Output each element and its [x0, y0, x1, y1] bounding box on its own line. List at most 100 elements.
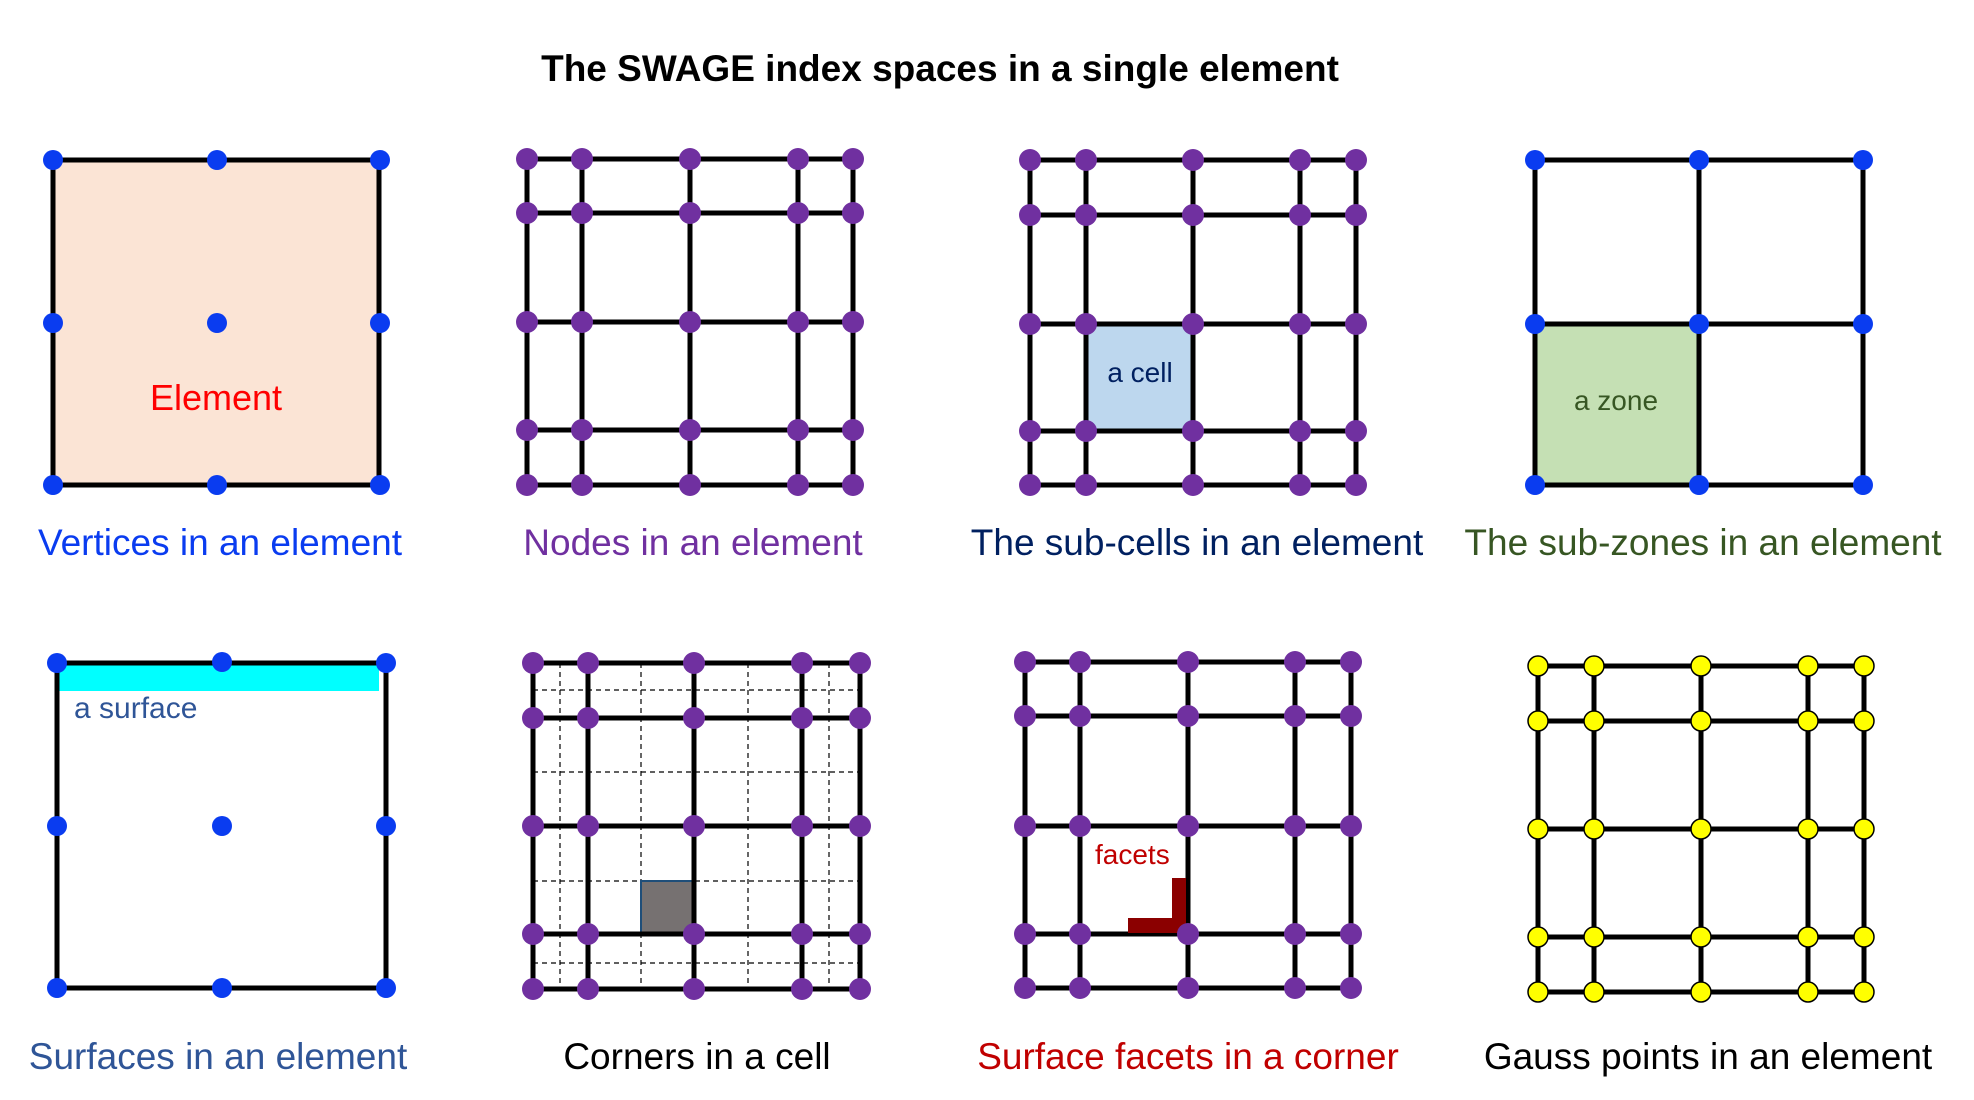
vertex-point [207, 150, 227, 170]
node-point [1284, 923, 1306, 945]
node-point [1019, 420, 1041, 442]
panel-subcells: a cell The sub-cells in an element [971, 149, 1424, 563]
vertex-point [370, 150, 390, 170]
node-point [1075, 474, 1097, 496]
node-point [1019, 204, 1041, 226]
node-point [842, 202, 864, 224]
vertex-point [1689, 150, 1709, 170]
highlighted-corner [640, 880, 695, 935]
node-point [1182, 149, 1204, 171]
vertex-point [1853, 475, 1873, 495]
node-point [522, 978, 544, 1000]
vertex-point [1525, 314, 1545, 334]
node-point [1289, 474, 1311, 496]
caption-corners: Corners in a cell [563, 1036, 830, 1077]
vertex-point [212, 978, 232, 998]
panel-nodes: Nodes in an element [516, 148, 864, 563]
node-point [679, 202, 701, 224]
gauss-point [1527, 818, 1549, 840]
node-point [1019, 149, 1041, 171]
node-point [787, 148, 809, 170]
node-point [1182, 420, 1204, 442]
node-point [791, 923, 813, 945]
vertex-point [212, 652, 232, 672]
element-label: Element [150, 377, 282, 418]
gauss-point [1527, 981, 1549, 1003]
node-point [1075, 204, 1097, 226]
gauss-point [1797, 710, 1819, 732]
vertex-point [47, 653, 67, 673]
vertex-point [370, 475, 390, 495]
gauss-point [1690, 818, 1712, 840]
node-point [522, 707, 544, 729]
gauss-point [1853, 710, 1875, 732]
caption-nodes: Nodes in an element [523, 522, 863, 563]
node-point [842, 474, 864, 496]
node-point [577, 652, 599, 674]
node-point [522, 815, 544, 837]
gauss-point [1797, 818, 1819, 840]
node-point [679, 474, 701, 496]
node-point [1182, 204, 1204, 226]
vertex-point [212, 816, 232, 836]
node-point [849, 652, 871, 674]
node-point [1075, 149, 1097, 171]
node-point [849, 815, 871, 837]
gauss-point [1583, 926, 1605, 948]
gauss-point [1583, 710, 1605, 732]
node-point [683, 978, 705, 1000]
caption-subcells: The sub-cells in an element [971, 522, 1424, 563]
node-point [1284, 977, 1306, 999]
caption-subzones: The sub-zones in an element [1464, 522, 1942, 563]
caption-facets: Surface facets in a corner [977, 1036, 1399, 1077]
gauss-point [1583, 655, 1605, 677]
node-point [1345, 204, 1367, 226]
highlighted-cell [1086, 324, 1193, 431]
node-point [787, 419, 809, 441]
node-point [1177, 977, 1199, 999]
node-point [1284, 651, 1306, 673]
panel-subzones: a zone The sub-zones in an element [1464, 150, 1942, 563]
panel-corners: Corners in a cell [522, 652, 871, 1077]
node-point [1014, 651, 1036, 673]
vertex-point [47, 978, 67, 998]
figure-title: The SWAGE index spaces in a single eleme… [541, 48, 1339, 89]
node-point [516, 474, 538, 496]
gauss-point [1527, 655, 1549, 677]
node-point [679, 419, 701, 441]
vertex-point [1853, 314, 1873, 334]
gauss-point [1690, 655, 1712, 677]
node-point [683, 707, 705, 729]
node-point [679, 148, 701, 170]
node-point [787, 311, 809, 333]
gauss-point [1527, 926, 1549, 948]
gauss-point [1690, 926, 1712, 948]
gauss-point [1583, 818, 1605, 840]
caption-gauss: Gauss points in an element [1484, 1036, 1933, 1077]
node-point [1069, 651, 1091, 673]
panel-gauss: Gauss points in an element [1484, 655, 1933, 1077]
node-point [1340, 815, 1362, 837]
vertex-point [376, 978, 396, 998]
zone-label: a zone [1574, 385, 1658, 416]
panel-surfaces: a surface Surfaces in an element [29, 652, 408, 1077]
node-point [1019, 313, 1041, 335]
node-point [679, 311, 701, 333]
node-point [516, 311, 538, 333]
vertex-point [370, 313, 390, 333]
node-point [1069, 705, 1091, 727]
node-point [1019, 474, 1041, 496]
caption-vertices: Vertices in an element [38, 522, 403, 563]
node-point [1340, 651, 1362, 673]
node-point [1289, 420, 1311, 442]
vertex-point [1689, 475, 1709, 495]
vertex-point [1689, 314, 1709, 334]
node-point [1014, 705, 1036, 727]
gauss-point [1853, 981, 1875, 1003]
node-point [1014, 815, 1036, 837]
node-point [571, 419, 593, 441]
facet-horizontal [1128, 918, 1186, 933]
node-point [1177, 923, 1199, 945]
node-point [522, 923, 544, 945]
